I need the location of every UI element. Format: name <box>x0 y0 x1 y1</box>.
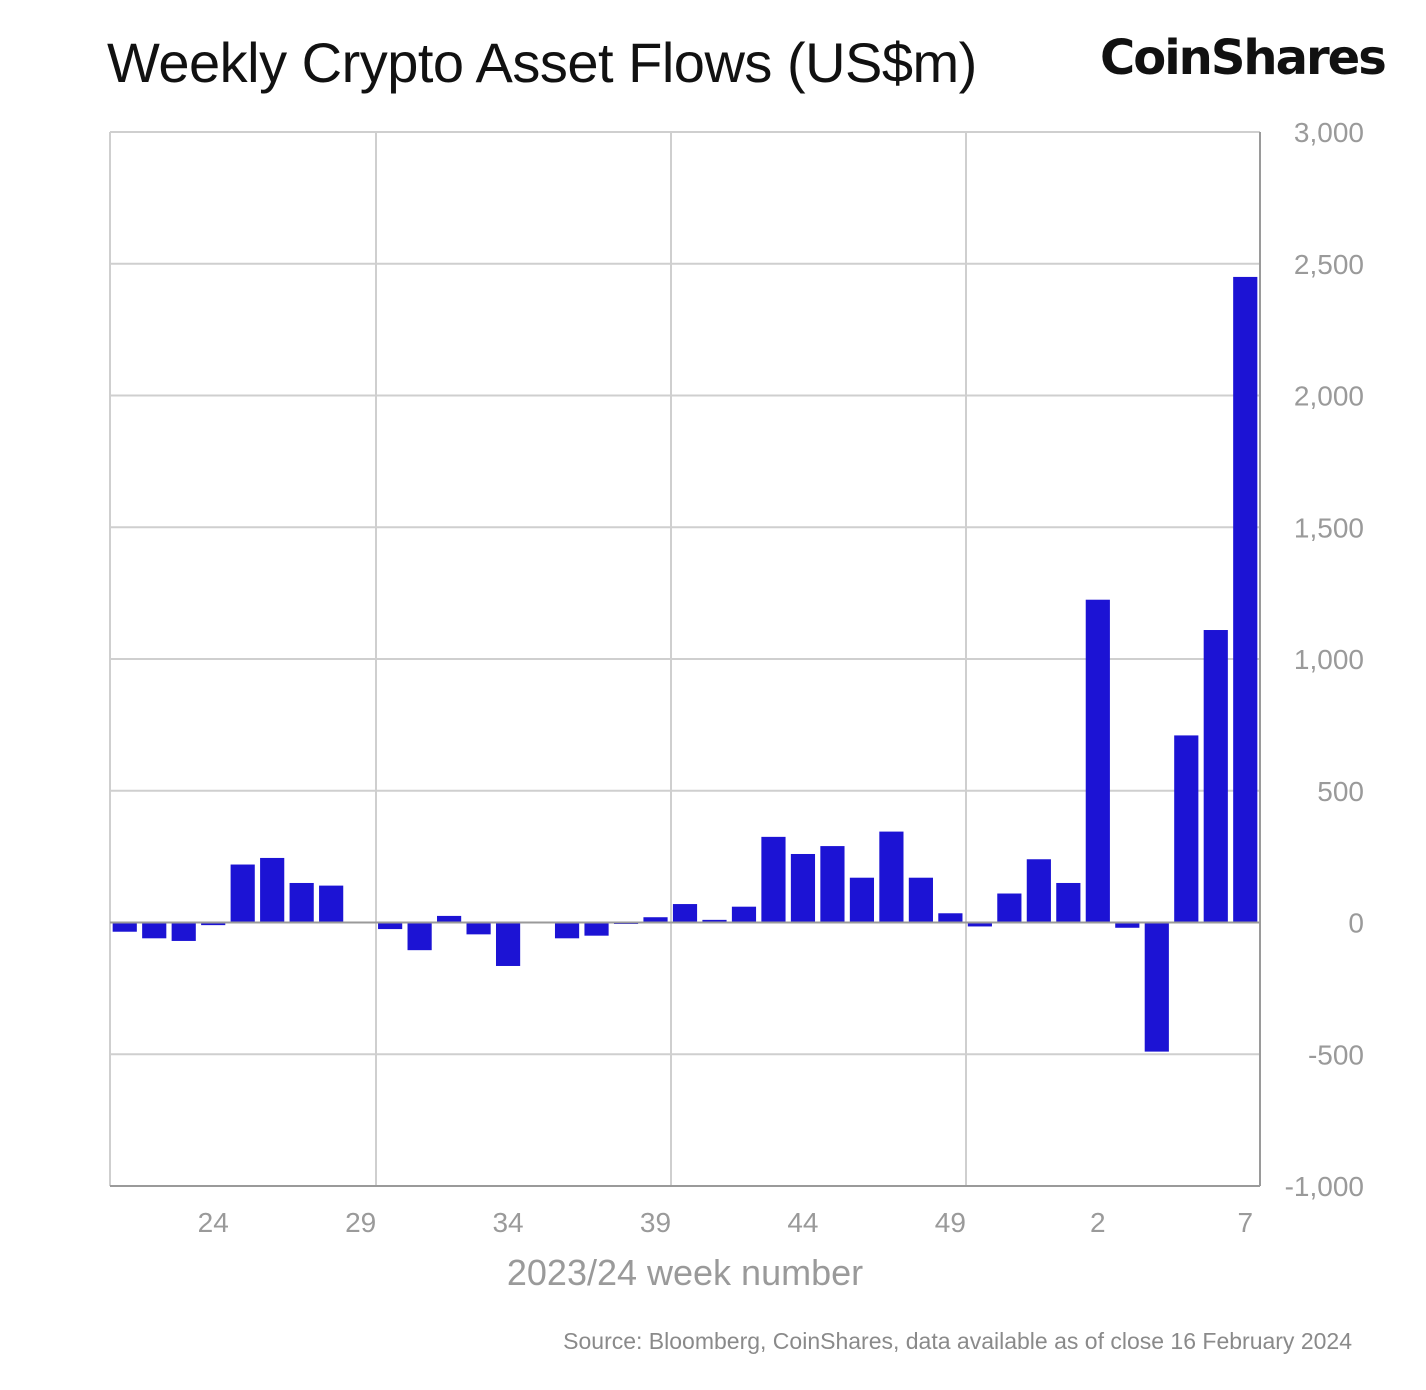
x-tick-label: 44 <box>787 1207 818 1238</box>
bar-week-24 <box>201 922 226 926</box>
x-tick-label: 7 <box>1237 1207 1253 1238</box>
x-tick-label: 29 <box>345 1207 376 1238</box>
x-axis-tick-labels: 24 29 34 39 44 49 2 7 <box>198 1207 1253 1238</box>
y-tick-label: 3,000 <box>1294 117 1364 148</box>
bar-week-41 <box>702 919 727 923</box>
bar-week-26 <box>260 857 285 923</box>
bar-week-47 <box>879 831 904 923</box>
bar-week-6 <box>1203 630 1228 923</box>
bar-week-49 <box>938 913 963 923</box>
bar-week-3 <box>1115 922 1140 928</box>
bar-week-22 <box>142 922 167 939</box>
y-tick-label: 1,000 <box>1294 644 1364 675</box>
bar-week-36 <box>554 922 580 939</box>
bar-week-2 <box>1085 599 1110 923</box>
source-note: Source: Bloomberg, CoinShares, data avai… <box>563 1328 1352 1354</box>
y-axis-tick-labels: 3,000 2,500 2,000 1,500 1,000 500 0 -500 -1,000 <box>1285 117 1364 1202</box>
bar-week-50 <box>967 922 992 927</box>
x-tick-label: 39 <box>640 1207 671 1238</box>
bar-week-25 <box>230 864 255 923</box>
bar-week-21 <box>112 922 137 932</box>
y-tick-label: -500 <box>1308 1039 1364 1070</box>
x-tick-label: 34 <box>492 1207 523 1238</box>
bar-week-5 <box>1174 735 1199 923</box>
bar-week-4 <box>1144 922 1169 1052</box>
x-tick-label: 2 <box>1090 1207 1106 1238</box>
bar-week-37 <box>584 922 609 936</box>
bar-week-34 <box>495 922 521 966</box>
x-tick-label: 24 <box>198 1207 229 1238</box>
bar-week-45 <box>820 846 845 923</box>
bar-week-32 <box>437 915 462 923</box>
y-tick-label: 500 <box>1317 776 1364 807</box>
x-tick-label: 49 <box>935 1207 966 1238</box>
bar-week-43 <box>761 836 786 923</box>
bar-week-44 <box>790 853 816 923</box>
y-tick-label: 0 <box>1348 908 1364 939</box>
bar-week-51 <box>997 893 1022 923</box>
bar-week-42 <box>731 906 757 923</box>
axes <box>110 132 1261 1187</box>
bar-week-1 <box>1056 882 1081 923</box>
bar-week-48 <box>908 877 933 923</box>
y-tick-label: 2,000 <box>1294 381 1364 412</box>
y-tick-label: 2,500 <box>1294 249 1364 280</box>
bar-week-28 <box>319 885 344 923</box>
bar-week-7 <box>1233 276 1258 923</box>
bar-week-23 <box>171 922 196 941</box>
y-tick-label: 1,500 <box>1294 512 1364 543</box>
bar-week-52 <box>1026 859 1051 923</box>
bar-week-33 <box>466 922 491 935</box>
bar-week-27 <box>289 882 314 923</box>
x-axis-label: 2023/24 week number <box>507 1252 863 1293</box>
chart-title: Weekly Crypto Asset Flows (US$m) <box>107 31 977 94</box>
bar-week-39 <box>643 917 668 923</box>
bar-week-40 <box>672 904 698 923</box>
y-tick-label: -1,000 <box>1285 1171 1364 1202</box>
bar-series <box>112 276 1258 1052</box>
bar-week-30 <box>378 922 403 930</box>
coinshares-logo: CoinShares <box>1100 30 1387 86</box>
bar-week-31 <box>407 922 432 951</box>
bar-week-46 <box>849 877 875 923</box>
